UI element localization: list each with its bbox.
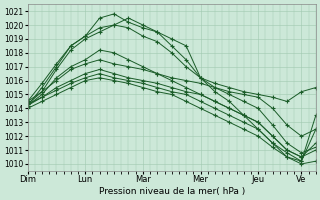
X-axis label: Pression niveau de la mer( hPa ): Pression niveau de la mer( hPa ) [99, 187, 245, 196]
